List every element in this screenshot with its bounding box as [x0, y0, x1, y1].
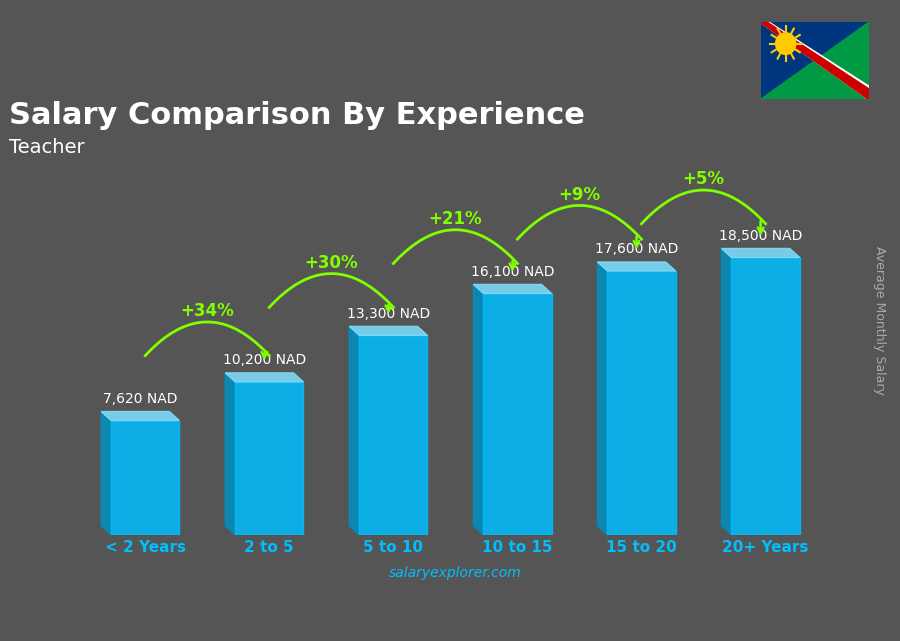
- Polygon shape: [101, 412, 179, 420]
- Bar: [732, 258, 800, 535]
- Text: 7,620 NAD: 7,620 NAD: [103, 392, 177, 406]
- Polygon shape: [760, 22, 868, 99]
- Polygon shape: [760, 22, 868, 99]
- Polygon shape: [225, 373, 235, 535]
- Bar: [111, 420, 179, 535]
- Polygon shape: [722, 249, 800, 258]
- Text: Teacher: Teacher: [9, 138, 85, 156]
- Polygon shape: [760, 22, 868, 99]
- Text: +34%: +34%: [180, 302, 234, 320]
- Polygon shape: [101, 412, 111, 535]
- Polygon shape: [598, 262, 676, 271]
- Text: salaryexplorer.com: salaryexplorer.com: [389, 565, 522, 579]
- Polygon shape: [473, 285, 483, 535]
- Polygon shape: [349, 326, 427, 335]
- Text: +30%: +30%: [304, 254, 358, 272]
- Polygon shape: [598, 262, 608, 535]
- Circle shape: [776, 33, 796, 54]
- Bar: [608, 271, 676, 535]
- Text: 17,600 NAD: 17,600 NAD: [595, 242, 679, 256]
- Polygon shape: [473, 285, 552, 294]
- Text: Average Monthly Salary: Average Monthly Salary: [873, 246, 886, 395]
- Text: 16,100 NAD: 16,100 NAD: [471, 265, 554, 279]
- Polygon shape: [760, 22, 868, 99]
- Polygon shape: [225, 373, 303, 382]
- Text: 10,200 NAD: 10,200 NAD: [222, 353, 306, 367]
- Text: +9%: +9%: [558, 186, 600, 204]
- Text: Salary Comparison By Experience: Salary Comparison By Experience: [9, 101, 585, 131]
- Text: 18,500 NAD: 18,500 NAD: [719, 229, 802, 243]
- Text: +21%: +21%: [428, 210, 482, 228]
- Polygon shape: [722, 249, 732, 535]
- Text: +5%: +5%: [682, 171, 725, 188]
- Text: 13,300 NAD: 13,300 NAD: [346, 307, 430, 320]
- Polygon shape: [349, 326, 359, 535]
- Bar: [235, 382, 303, 535]
- Bar: [359, 335, 428, 535]
- Bar: [483, 294, 552, 535]
